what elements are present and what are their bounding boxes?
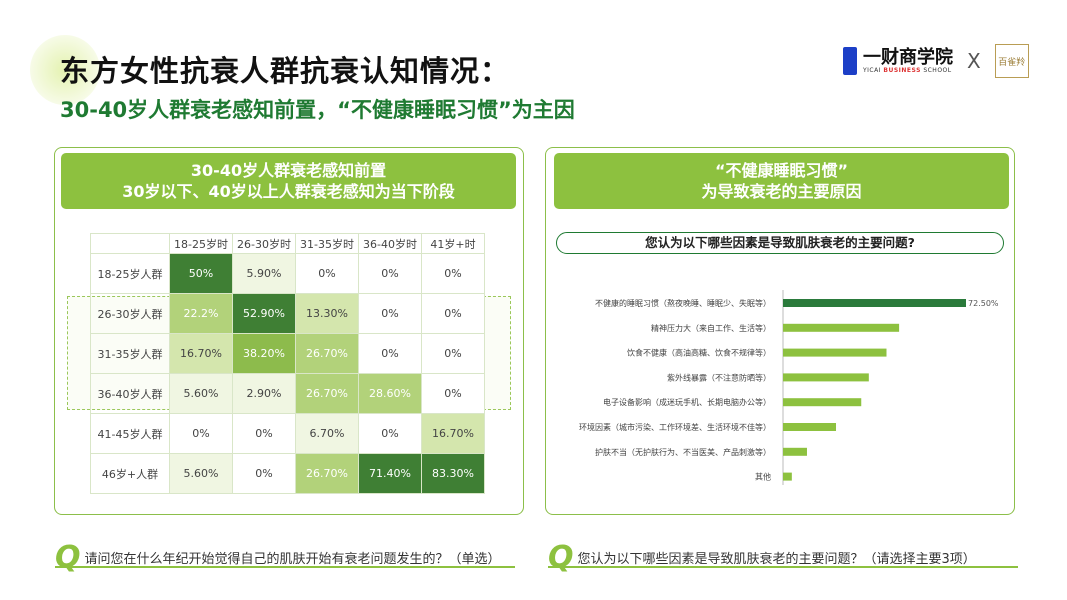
logo-name: 一财商学院 — [863, 46, 953, 68]
right-header-line2: 为导致衰老的主要原因 — [701, 182, 862, 201]
heatmap-cell: 52.90% — [232, 293, 296, 334]
heatmap-cell: 5.60% — [169, 373, 233, 414]
right-footnote: Q 您认为以下哪些因素是导致肌肤衰老的主要问题？（请选择主要3项） — [548, 540, 976, 575]
left-header-line1: 30-40岁人群衰老感知前置 — [190, 161, 387, 180]
divider — [55, 566, 515, 568]
heatmap-cell: 26.70% — [295, 333, 359, 374]
row-label: 18-25岁人群 — [90, 253, 170, 294]
heatmap-cell: 16.70% — [421, 413, 485, 454]
heatmap-cell: 22.2% — [169, 293, 233, 334]
heatmap-cell: 38.20% — [232, 333, 296, 374]
logo: 一财商学院 YICAI BUSINESS SCHOOL X 百雀羚 — [843, 44, 1029, 78]
heatmap-cell: 0% — [421, 293, 485, 334]
heatmap-row: 18-25岁人群 50% 5.90% 0% 0% 0% — [90, 253, 485, 294]
heatmap-cell: 0% — [358, 253, 422, 294]
column-header: 26-30岁时 — [232, 233, 296, 254]
right-header-line1: “不健康睡眠习惯” — [714, 161, 849, 180]
heatmap-cell: 5.90% — [232, 253, 296, 294]
heatmap-cell: 0% — [295, 253, 359, 294]
right-panel-header: “不健康睡眠习惯” 为导致衰老的主要原因 — [554, 153, 1009, 209]
q-icon: Q — [548, 540, 574, 575]
heatmap-cell: 5.60% — [169, 453, 233, 494]
page-title: 东方女性抗衰人群抗衰认知情况： — [60, 54, 511, 88]
heatmap-table: 18-25岁时 26-30岁时 31-35岁时 36-40岁时 41岁+时 18-25岁人… — [90, 233, 485, 494]
heatmap-row: 36-40岁人群 5.60% 2.90% 26.70% 28.60% 0% — [90, 373, 485, 414]
row-label: 41-45岁人群 — [90, 413, 170, 454]
heatmap-cell: 6.70% — [295, 413, 359, 454]
heatmap-cell: 13.30% — [295, 293, 359, 334]
heatmap-cell: 0% — [358, 333, 422, 374]
right-question: 您认为以下哪些因素是导致肌肤衰老的主要问题？（请选择主要3项） — [577, 552, 976, 567]
divider — [548, 566, 1018, 568]
heatmap-cell: 0% — [232, 413, 296, 454]
heatmap-cell: 2.90% — [232, 373, 296, 414]
left-question: 请问您在什么年纪开始觉得自己的肌肤开始有衰老问题发生的？（单选） — [84, 552, 501, 567]
column-header: 41岁+时 — [421, 233, 485, 254]
partner-logo: 百雀羚 — [994, 44, 1029, 78]
heatmap-cell: 0% — [232, 453, 296, 494]
heatmap-cell: 16.70% — [169, 333, 233, 374]
column-header: 36-40岁时 — [358, 233, 422, 254]
heatmap-cell: 0% — [358, 413, 422, 454]
yicai-logo-icon — [843, 47, 857, 75]
logo-en: YICAI BUSINESS SCHOOL — [863, 66, 952, 74]
heatmap-cell: 28.60% — [358, 373, 422, 414]
q-icon: Q — [55, 540, 81, 575]
heatmap-cell: 0% — [421, 333, 485, 374]
heatmap-cell: 0% — [421, 373, 485, 414]
left-header-line2: 30岁以下、40岁以上人群衰老感知为当下阶段 — [122, 182, 455, 201]
heatmap-row: 41-45岁人群 0% 0% 6.70% 0% 16.70% — [90, 413, 485, 454]
question-box: 您认为以下哪些因素是导致肌肤衰老的主要问题? — [556, 232, 1004, 254]
heatmap-row: 31-35岁人群 16.70% 38.20% 26.70% 0% 0% — [90, 333, 485, 374]
heatmap-cell: 71.40% — [358, 453, 422, 494]
decorative-glow — [30, 35, 100, 105]
heatmap-row: 26-30岁人群 22.2% 52.90% 13.30% 0% 0% — [90, 293, 485, 334]
row-label: 26-30岁人群 — [90, 293, 170, 334]
heatmap-cell: 0% — [358, 293, 422, 334]
column-header: 31-35岁时 — [295, 233, 359, 254]
heatmap-cell: 26.70% — [295, 453, 359, 494]
row-label: 36-40岁人群 — [90, 373, 170, 414]
row-label: 46岁+人群 — [90, 453, 170, 494]
row-label: 31-35岁人群 — [90, 333, 170, 374]
logo-separator: X — [967, 49, 981, 73]
page-subtitle: 30-40岁人群衰老感知前置，“不健康睡眠习惯”为主因 — [60, 98, 575, 122]
left-footnote: Q 请问您在什么年纪开始觉得自己的肌肤开始有衰老问题发生的？（单选） — [55, 540, 501, 575]
corner-cell — [90, 233, 170, 254]
heatmap-cell: 0% — [421, 253, 485, 294]
heatmap-cell: 83.30% — [421, 453, 485, 494]
heatmap-row: 46岁+人群 5.60% 0% 26.70% 71.40% 83.30% — [90, 453, 485, 494]
heatmap-cell: 50% — [169, 253, 233, 294]
heatmap-cell: 0% — [169, 413, 233, 454]
left-panel-header: 30-40岁人群衰老感知前置 30岁以下、40岁以上人群衰老感知为当下阶段 — [61, 153, 516, 209]
column-header: 18-25岁时 — [169, 233, 233, 254]
heatmap-cell: 26.70% — [295, 373, 359, 414]
